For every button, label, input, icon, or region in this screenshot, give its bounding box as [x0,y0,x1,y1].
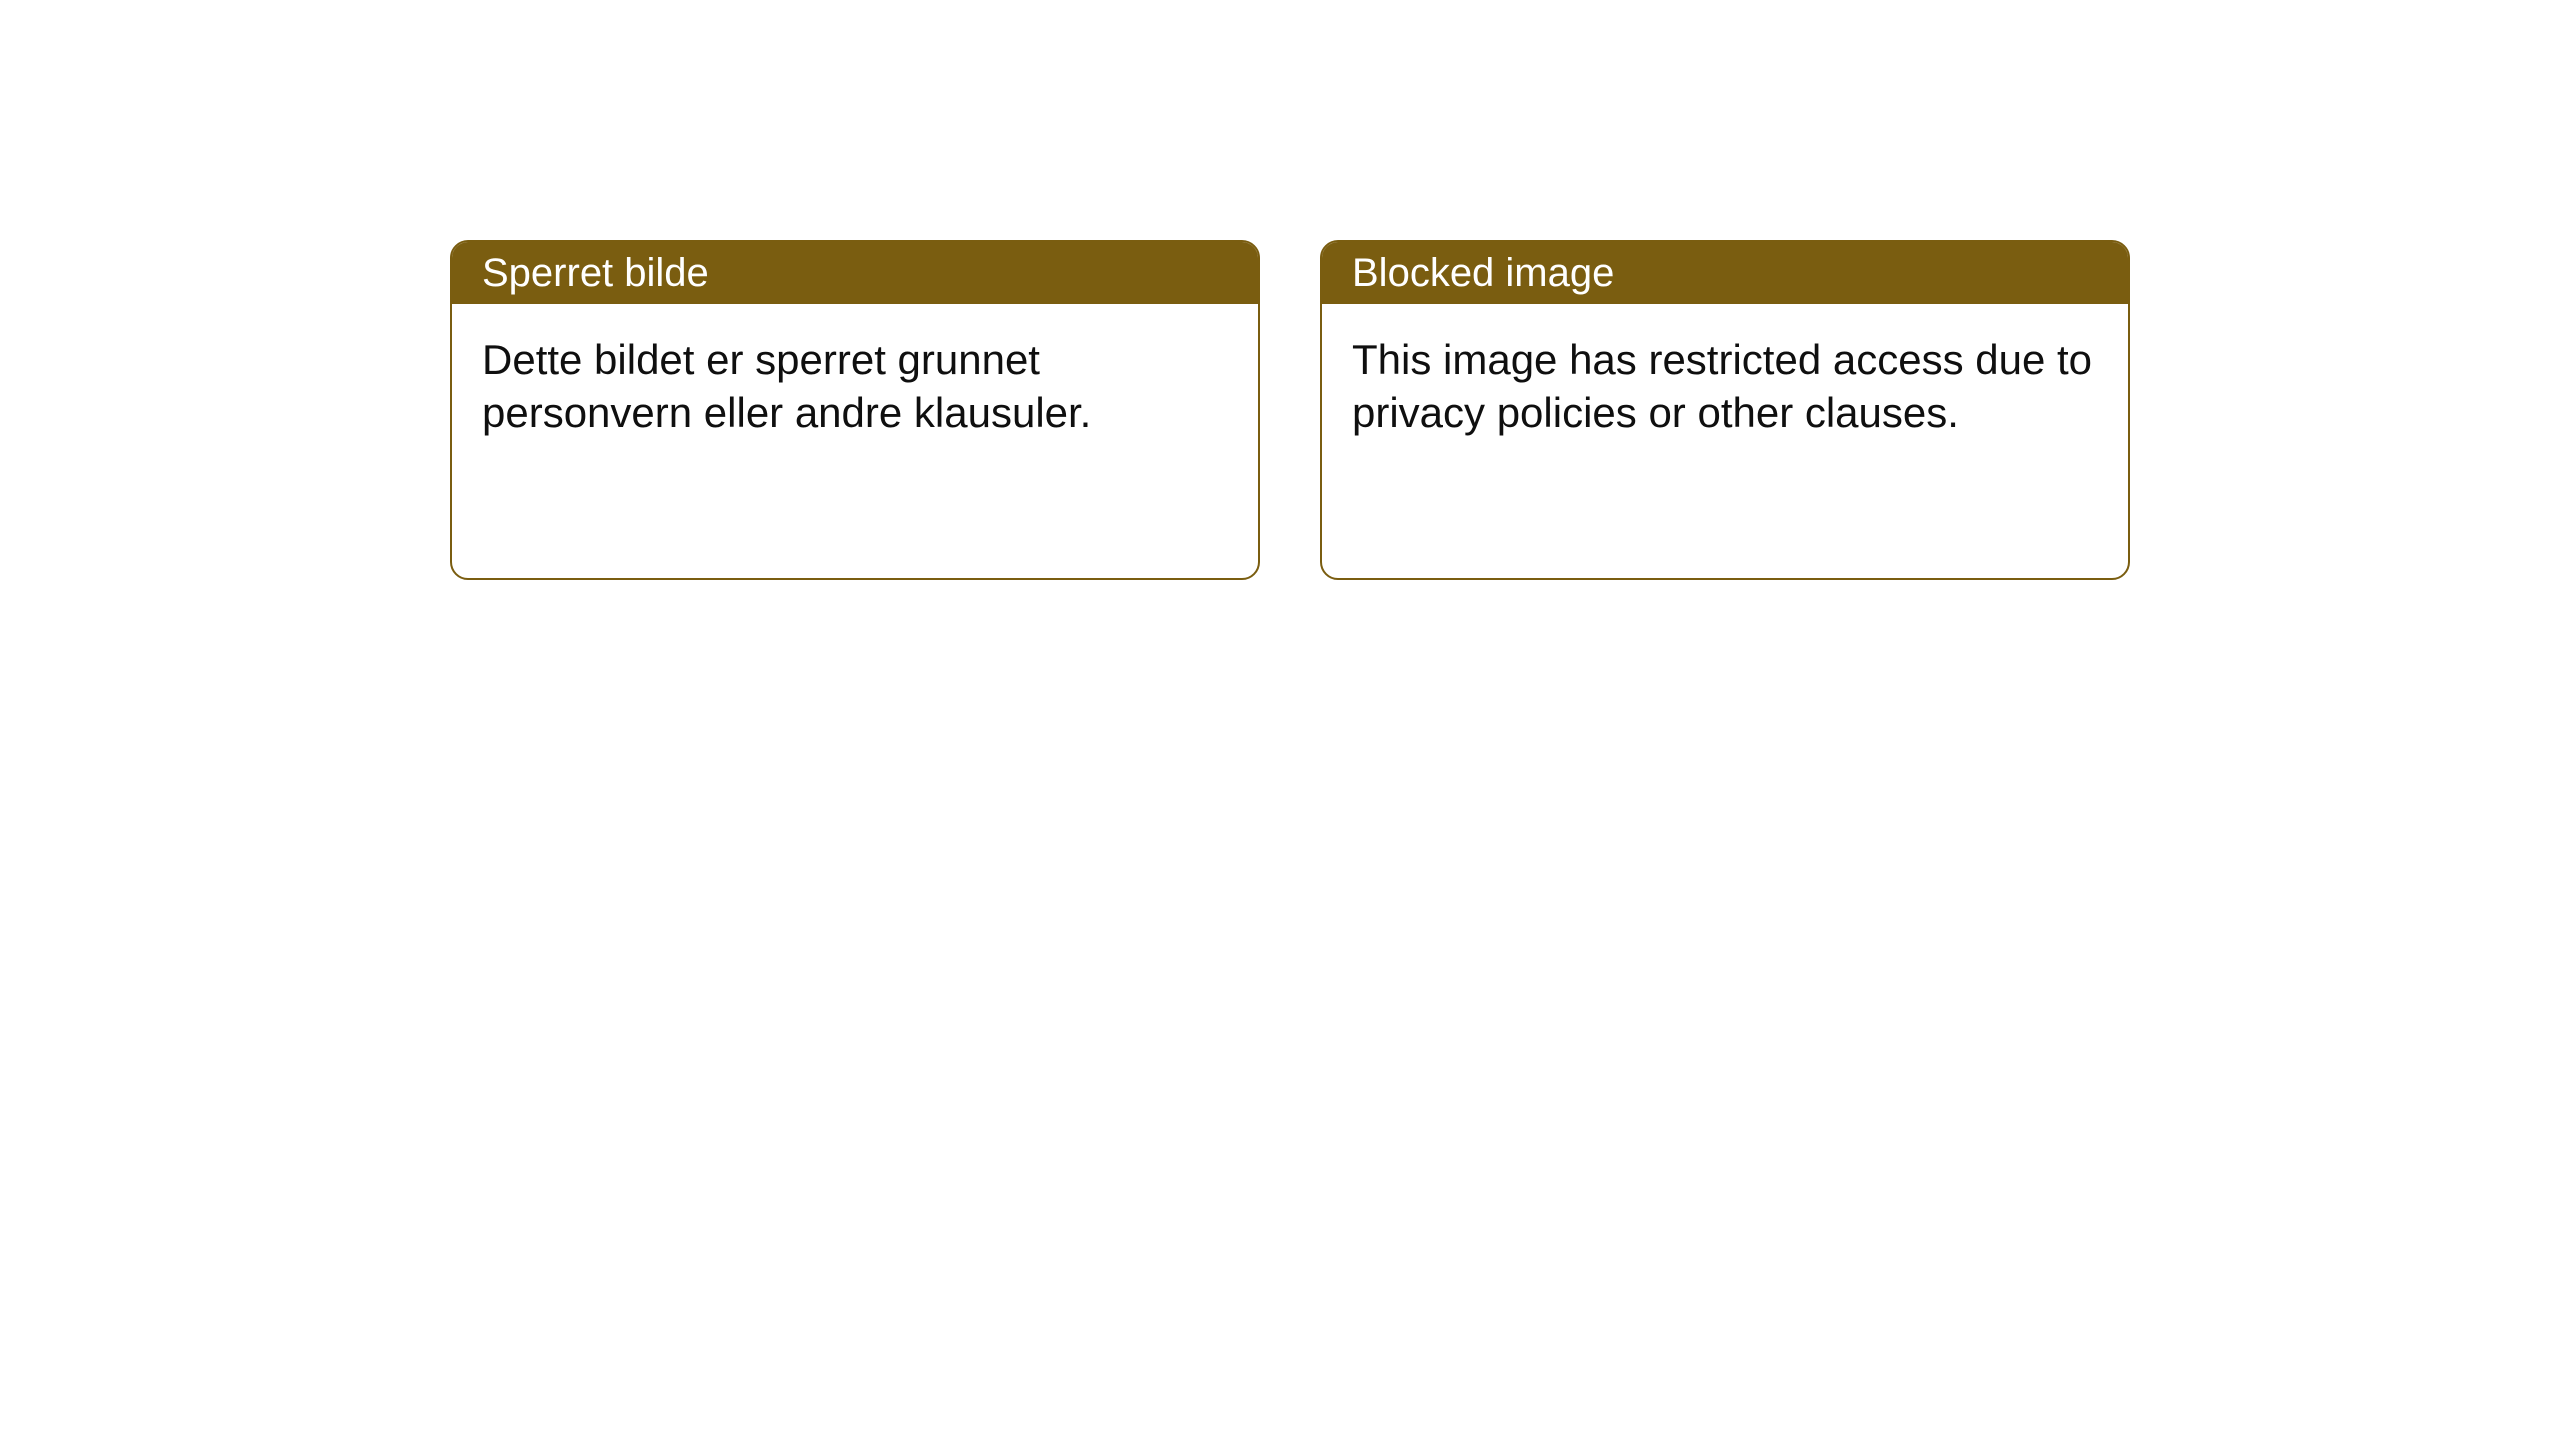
notice-card-english: Blocked image This image has restricted … [1320,240,2130,580]
notice-card-title: Sperret bilde [452,242,1258,304]
notice-card-body: Dette bildet er sperret grunnet personve… [452,304,1258,469]
notice-card-norwegian: Sperret bilde Dette bildet er sperret gr… [450,240,1260,580]
notice-card-body: This image has restricted access due to … [1322,304,2128,469]
notice-card-title: Blocked image [1322,242,2128,304]
notice-card-row: Sperret bilde Dette bildet er sperret gr… [0,0,2560,580]
